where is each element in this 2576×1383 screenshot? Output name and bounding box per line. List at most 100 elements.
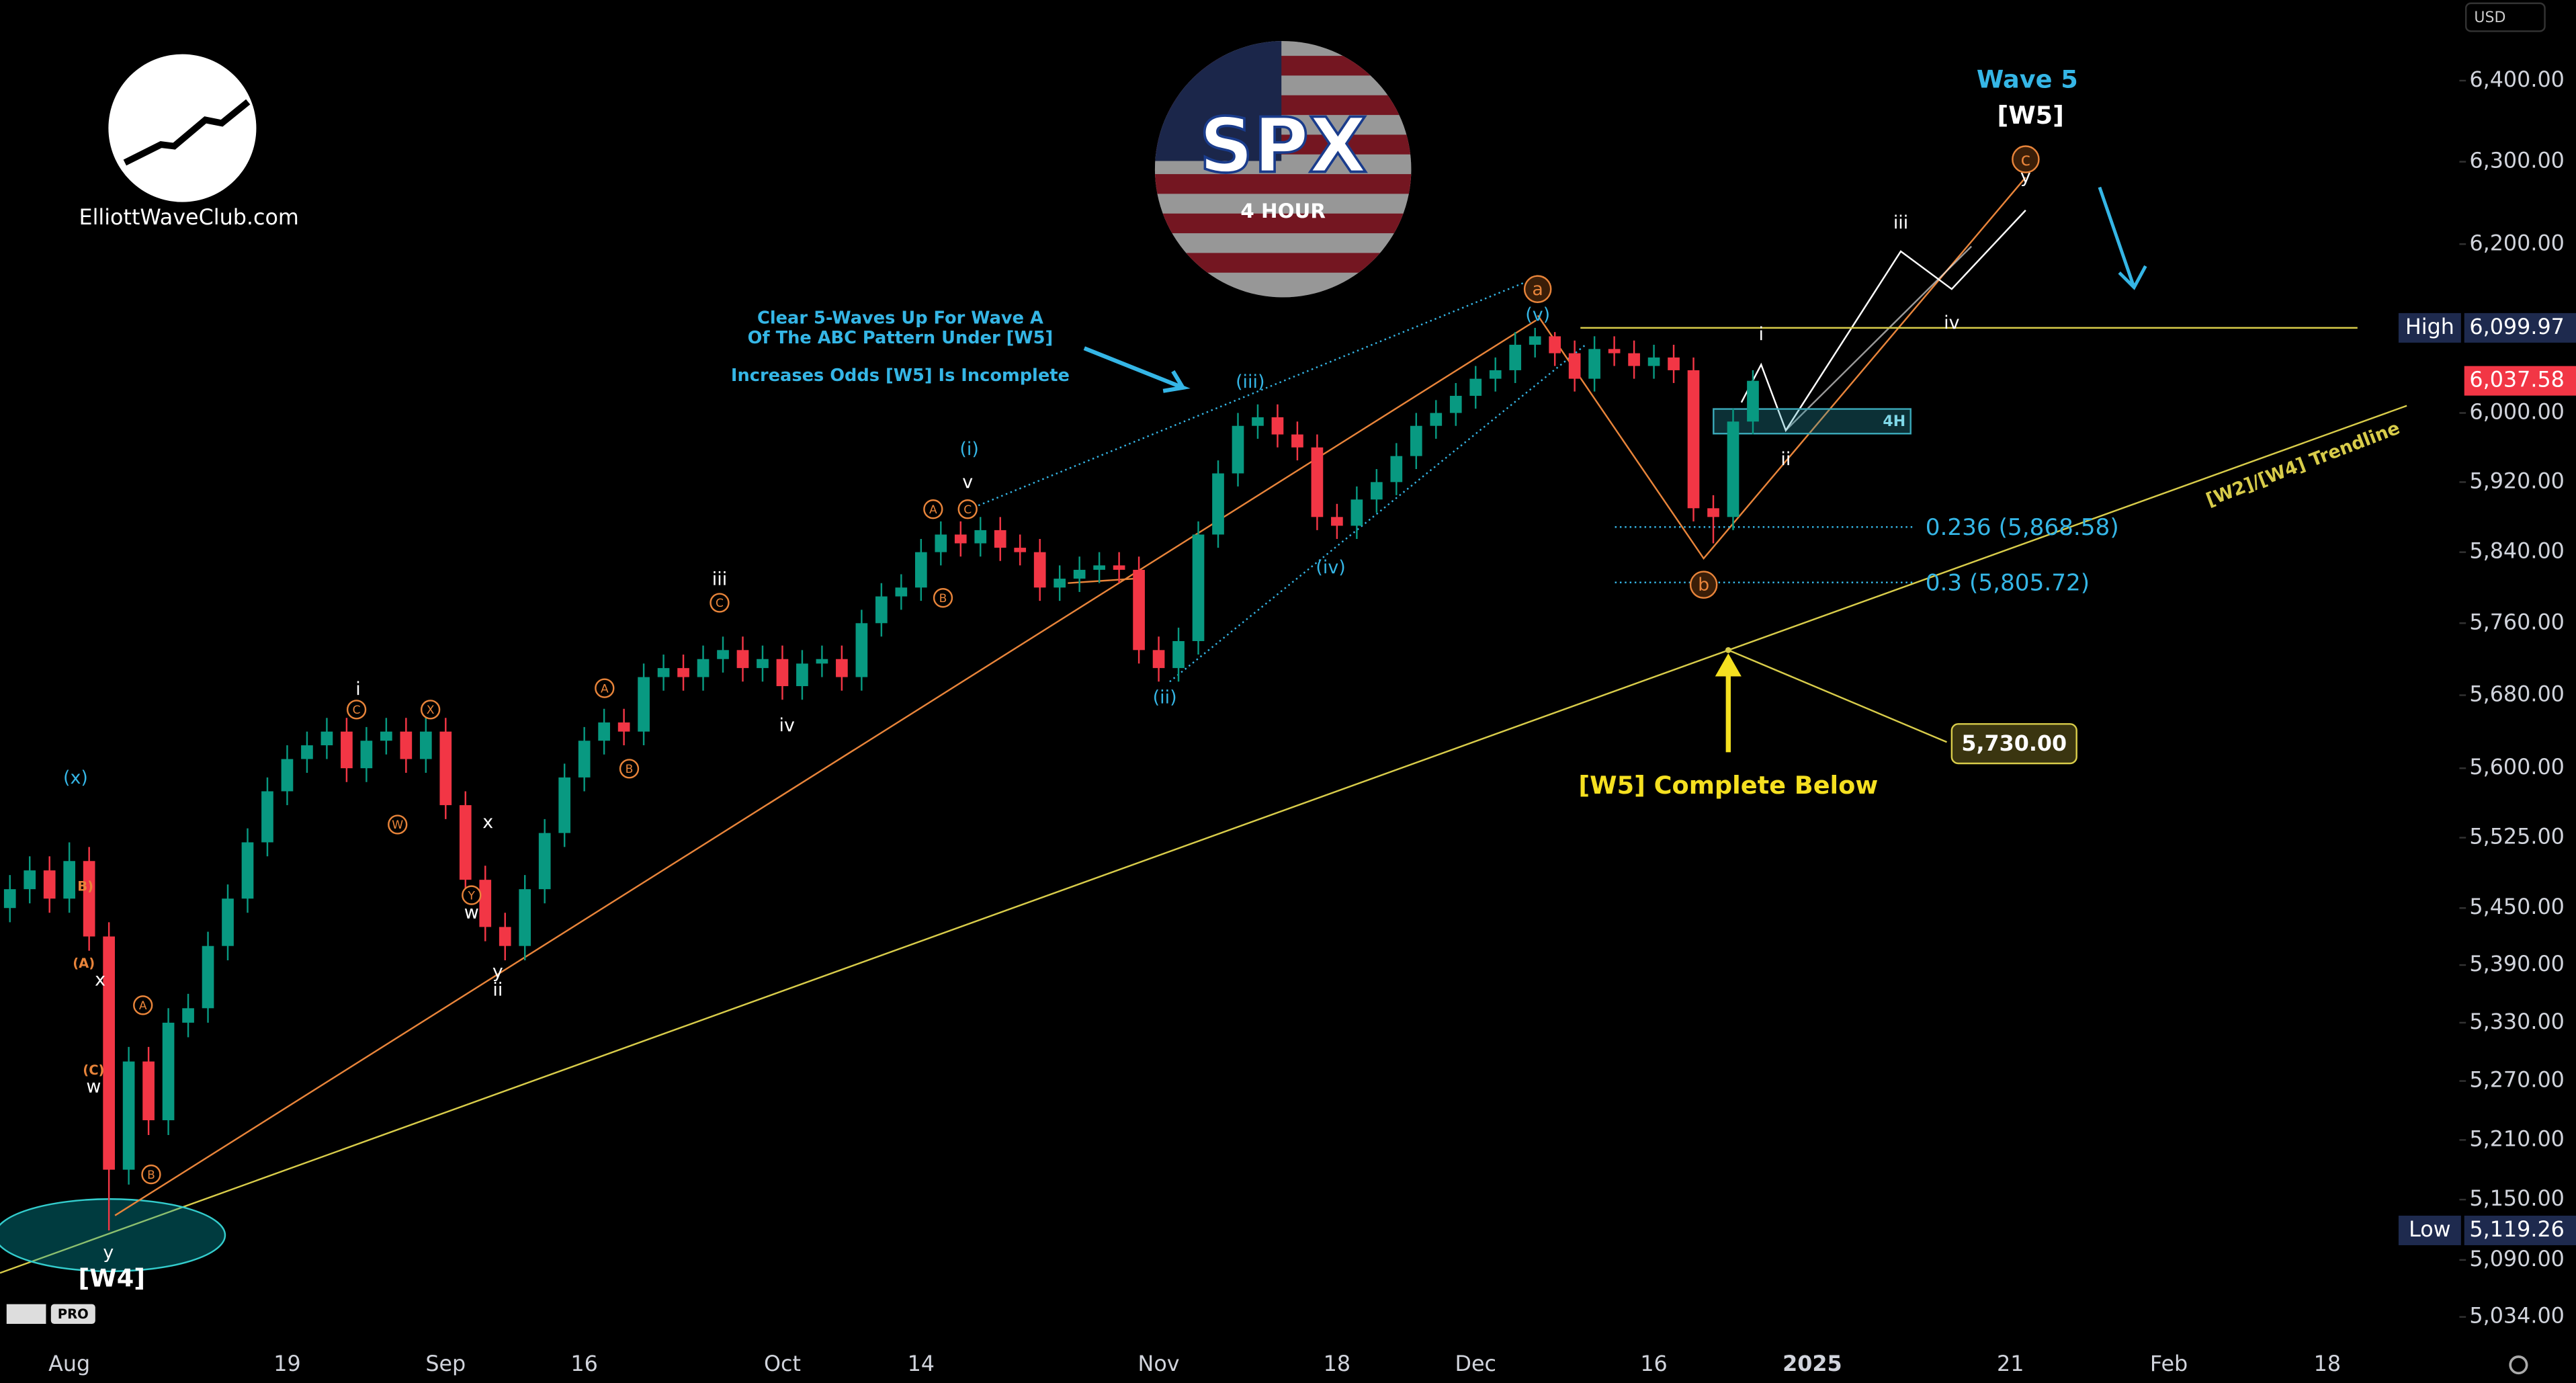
y-tick-label: 6,300.00 xyxy=(2469,149,2564,173)
candle-body xyxy=(1390,456,1403,483)
candle-body xyxy=(1371,482,1383,500)
annotation: Wave 5 xyxy=(1977,65,2078,93)
candle-body xyxy=(717,650,729,659)
wave-label: C xyxy=(353,704,361,717)
wave-label: B) xyxy=(77,878,93,894)
channel-line xyxy=(114,319,1537,1216)
wave-label-circle xyxy=(923,499,943,519)
wave-label-circle xyxy=(346,700,367,720)
brand-name: ElliottWaveClub.com xyxy=(79,206,298,230)
candle-body xyxy=(1232,425,1244,474)
candle-body xyxy=(776,659,789,687)
target-label: 5,730.00 xyxy=(1961,732,2067,756)
wave-label-circle xyxy=(141,1164,161,1185)
target-box xyxy=(1950,723,2077,765)
x-tick-label: 2025 xyxy=(1783,1352,1842,1376)
candle-body xyxy=(1252,417,1264,426)
wave-label: v xyxy=(962,472,973,493)
candle-body xyxy=(1509,345,1522,370)
candle-body xyxy=(1430,413,1443,426)
y-tick-label: 5,525.00 xyxy=(2469,825,2564,849)
x-tick-label: Oct xyxy=(764,1352,801,1376)
wave-label: (iv) xyxy=(1316,557,1345,578)
settings-icon[interactable] xyxy=(2509,1355,2528,1375)
wave-label: iii xyxy=(1893,212,1908,233)
candle-body xyxy=(459,805,472,880)
wave-label: A xyxy=(929,503,937,517)
candle-body xyxy=(1014,548,1027,552)
candle-body xyxy=(1549,336,1561,353)
wave-label-circle xyxy=(933,588,953,608)
candle-body xyxy=(1093,565,1105,570)
projection-path xyxy=(1785,245,1973,431)
candle-body xyxy=(1152,650,1165,669)
candle-body xyxy=(1311,447,1324,517)
wave-label: Y xyxy=(468,889,476,903)
x-tick-label: 16 xyxy=(1640,1352,1667,1376)
projection-path xyxy=(1740,210,2026,433)
wave-label-circle xyxy=(2012,145,2040,173)
x-tick-label: 14 xyxy=(908,1352,935,1376)
candle-body xyxy=(598,722,610,741)
price-label-name: Low xyxy=(2409,1218,2451,1242)
candle-body xyxy=(439,731,452,806)
wave-label-circle xyxy=(595,678,615,698)
wave-label: c xyxy=(2020,149,2030,170)
candle-body xyxy=(301,745,313,759)
candle-body xyxy=(1747,380,1759,422)
candle-body xyxy=(836,659,848,677)
candle-body xyxy=(1469,378,1482,396)
candle-body xyxy=(222,898,234,946)
price-label-name-box xyxy=(2398,312,2461,343)
candle-body xyxy=(538,833,551,890)
wave-label: B xyxy=(147,1169,155,1182)
wave-label: w xyxy=(86,1077,101,1097)
price-label: 5,119.26 xyxy=(2469,1218,2564,1242)
candle-body xyxy=(1449,396,1462,413)
y-tick-label: 6,400.00 xyxy=(2469,68,2564,92)
price-label: 6,099.97 xyxy=(2469,315,2564,339)
candle-body xyxy=(1647,357,1660,366)
candle-body xyxy=(122,1061,135,1170)
arrow xyxy=(2098,186,2147,290)
candle-body xyxy=(400,731,413,759)
candle-body xyxy=(757,659,769,669)
y-tick-label: 6,000.00 xyxy=(2469,401,2564,425)
candle-body xyxy=(182,1008,194,1023)
annotation: Clear 5-Waves Up For Wave A xyxy=(757,308,1043,329)
wave-label: i xyxy=(1758,324,1763,345)
candle-body xyxy=(380,731,392,741)
x-tick-label: 21 xyxy=(1997,1352,2024,1376)
wave-label: A xyxy=(601,682,609,696)
candle-body xyxy=(1113,565,1125,570)
candle-body xyxy=(578,741,591,778)
wave-label-circle xyxy=(1689,571,1718,599)
wave-label-circle xyxy=(420,700,441,720)
candle-body xyxy=(320,731,333,746)
x-tick-label: Nov xyxy=(1138,1352,1180,1376)
fib-label: 0.3 (5,805.72) xyxy=(1926,570,2090,597)
wave-label: iv xyxy=(1944,312,1959,333)
candle-body xyxy=(1628,353,1640,366)
candle-body xyxy=(1054,579,1066,588)
candle-body xyxy=(1033,552,1046,588)
currency: USD xyxy=(2474,9,2505,26)
wave-label-circle xyxy=(619,759,640,779)
candle-body xyxy=(261,791,273,843)
chart-title: SPX xyxy=(1199,102,1367,190)
y-tick-label: 5,680.00 xyxy=(2469,683,2564,707)
candle-body xyxy=(1489,370,1502,379)
wave-label: a xyxy=(1532,279,1543,300)
y-tick-label: 5,450.00 xyxy=(2469,895,2564,919)
wave-label: y xyxy=(103,1242,114,1263)
wave-label: X xyxy=(427,704,435,717)
y-tick-label: 5,210.00 xyxy=(2469,1127,2564,1151)
y-tick-label: 5,034.00 xyxy=(2469,1304,2564,1329)
x-tick-label: 18 xyxy=(1324,1352,1350,1376)
candle-body xyxy=(1331,517,1343,526)
y-tick-label: 5,920.00 xyxy=(2469,469,2564,493)
candle-body xyxy=(1668,357,1680,370)
target-arrowhead xyxy=(1715,653,1742,677)
y-tick-label: 5,760.00 xyxy=(2469,610,2564,634)
